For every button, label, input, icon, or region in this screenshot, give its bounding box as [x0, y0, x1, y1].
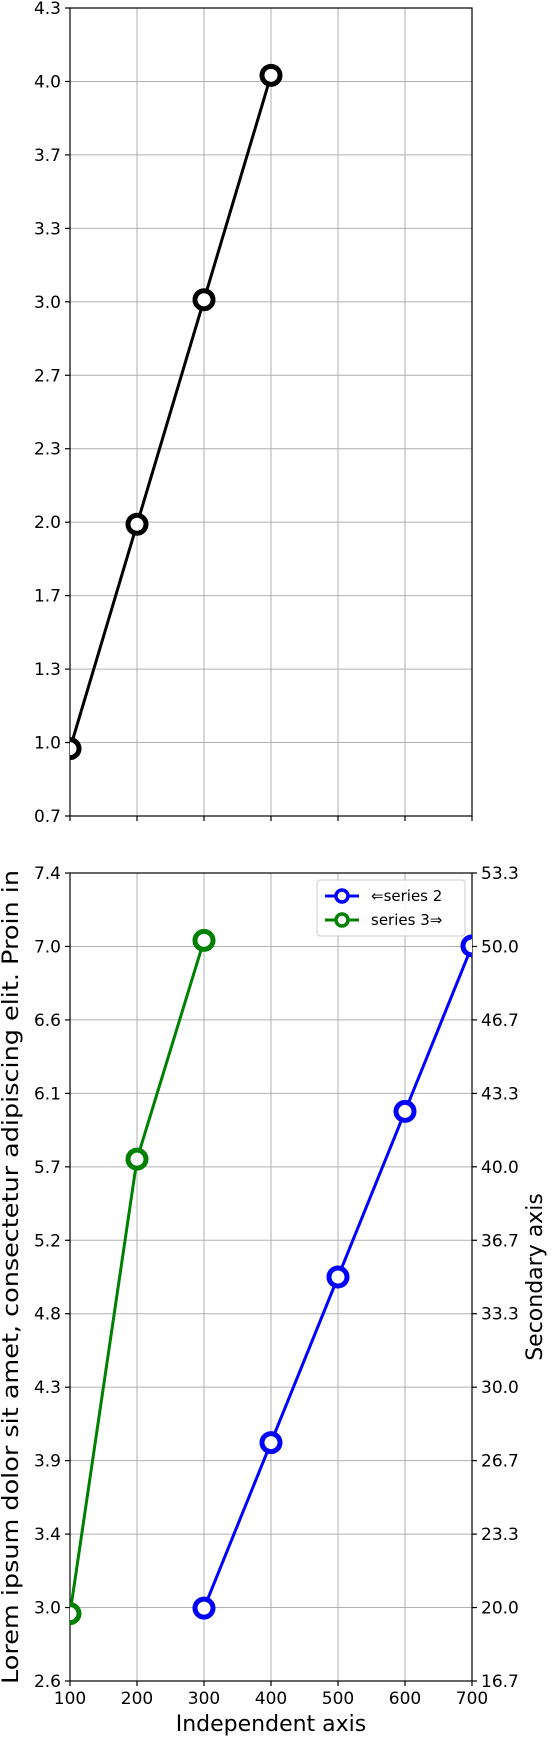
y2-tick-label: 53.3 — [481, 864, 519, 884]
x-tick-label: 200 — [121, 1689, 153, 1709]
data-point — [460, 934, 472, 958]
legend-swatch-marker — [334, 912, 350, 928]
y-axis-label: Lorem ipsum dolor sit amet, consectetur … — [0, 870, 24, 1684]
y-tick-label: 3.3 — [34, 219, 61, 239]
series-1 — [192, 934, 472, 1620]
y-tick-label: 6.1 — [34, 1084, 61, 1104]
y-tick-label: 4.3 — [34, 1378, 61, 1398]
legend: ⇐series 2 series 3⇒ — [316, 879, 466, 937]
y2-tick-label: 23.3 — [481, 1525, 519, 1545]
y-tick-label: 3.7 — [34, 146, 61, 166]
y-tick-label: 1.3 — [34, 660, 61, 680]
data-point — [259, 63, 283, 87]
y-tick-label: 7.4 — [34, 864, 61, 884]
x-tick-label: 500 — [322, 1689, 354, 1709]
y-tick-label: 0.7 — [34, 807, 61, 827]
y-tick-label: 2.0 — [34, 513, 61, 533]
y-tick-label: 3.0 — [34, 1599, 61, 1619]
y-tick-label: 3.0 — [34, 293, 61, 313]
data-point — [326, 1265, 350, 1289]
y-tick-label: 1.7 — [34, 587, 61, 607]
y-tick-label: 2.3 — [34, 440, 61, 460]
series-line — [70, 74, 273, 750]
legend-label: ⇐series 2 — [371, 887, 442, 905]
y2-tick-label: 50.0 — [481, 937, 519, 957]
data-point — [70, 1602, 82, 1626]
y-tick-label: 7.0 — [34, 937, 61, 957]
series-1 — [70, 63, 283, 761]
y-tick-label: 3.4 — [34, 1525, 61, 1545]
y-tick-label: 5.7 — [34, 1158, 61, 1178]
y-tick-label: 2.7 — [34, 366, 61, 386]
legend-swatch-marker — [334, 888, 350, 904]
bottom-chart: 100 200 300 400 500 600 700 2.6 3.0 3.4 3.9 4.3 4.8 5… — [0, 864, 548, 1737]
data-point — [259, 1431, 283, 1455]
y2-tick-label: 20.0 — [481, 1599, 519, 1619]
y-tick-label: 4.3 — [34, 0, 61, 19]
legend-label: series 3⇒ — [371, 911, 442, 929]
y-tick-label: 2.6 — [34, 1672, 61, 1692]
y-tick-label: 5.2 — [34, 1231, 61, 1251]
data-point — [70, 737, 82, 761]
x-axis-label: Independent axis — [176, 1712, 367, 1737]
x-tick-label: 400 — [255, 1689, 287, 1709]
y-tick-label: 4.8 — [34, 1305, 61, 1325]
y2-tick-label: 30.0 — [481, 1378, 519, 1398]
y2-tick-label: 43.3 — [481, 1084, 519, 1104]
y-tick-label: 4.0 — [34, 72, 61, 92]
y2-tick-label: 33.3 — [481, 1305, 519, 1325]
x-tick-label: 300 — [188, 1689, 220, 1709]
y-tick-label: 3.9 — [34, 1452, 61, 1472]
top-chart: 0.7 1.0 1.3 1.7 2.0 2.3 2.7 3.0 3.3 3.7 4.0 4.3 — [34, 0, 473, 827]
data-point — [192, 288, 216, 312]
series-2 — [70, 928, 216, 1626]
y2-tick-label: 46.7 — [481, 1011, 519, 1031]
data-point — [393, 1099, 417, 1123]
y2-tick-label: 16.7 — [481, 1672, 519, 1692]
data-point — [192, 1596, 216, 1620]
data-point — [125, 512, 149, 536]
legend-frame — [316, 879, 466, 937]
y2-tick-label: 40.0 — [481, 1158, 519, 1178]
y-tick-label: 6.6 — [34, 1011, 61, 1031]
x-tick-label: 600 — [389, 1689, 421, 1709]
x-tick-label: 700 — [456, 1689, 488, 1709]
y-tick-label: 1.0 — [34, 734, 61, 754]
y2-tick-label: 36.7 — [481, 1231, 519, 1251]
data-point — [125, 1147, 149, 1171]
x-tick-label: 100 — [54, 1689, 86, 1709]
y2-tick-label: 26.7 — [481, 1452, 519, 1472]
data-point — [192, 928, 216, 952]
y2-axis-label: Secondary axis — [523, 1193, 548, 1361]
